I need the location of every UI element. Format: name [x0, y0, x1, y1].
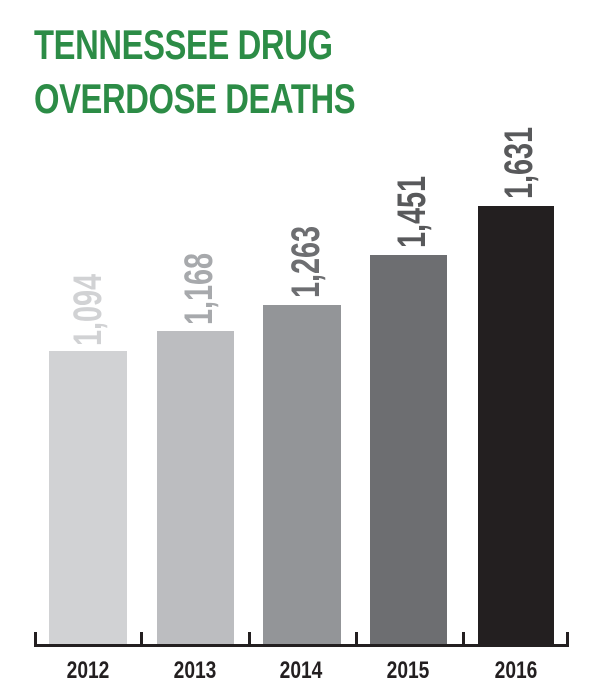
chart-title-line-1: TENNESSEE DRUG — [34, 21, 333, 68]
bar-2015 — [370, 255, 447, 645]
x-axis-tick — [355, 632, 358, 646]
x-axis-tick — [140, 632, 143, 646]
x-label-2013: 2013 — [173, 657, 217, 684]
bar-2016 — [478, 206, 554, 645]
x-label-2012: 2012 — [66, 657, 110, 684]
x-axis-tick — [248, 632, 251, 646]
value-label-2015: 1,451 — [390, 175, 434, 248]
x-axis-tick — [462, 632, 465, 646]
chart-title: TENNESSEE DRUG OVERDOSE DEATHS — [34, 18, 356, 126]
x-axis-tick — [566, 632, 569, 646]
value-label-2014: 1,263 — [284, 225, 328, 298]
bar-2014 — [263, 305, 341, 645]
bar-2012 — [49, 351, 127, 645]
value-label-2012: 1,094 — [66, 273, 110, 346]
chart-title-line-2: OVERDOSE DEATHS — [34, 75, 356, 122]
value-label-2013: 1,168 — [177, 252, 221, 325]
x-label-2016: 2016 — [494, 657, 538, 684]
x-label-2014: 2014 — [279, 657, 323, 684]
value-label-2016: 1,631 — [497, 126, 541, 199]
x-axis-tick — [34, 632, 37, 646]
x-axis-line — [34, 644, 569, 647]
x-label-2015: 2015 — [386, 657, 430, 684]
bar-2013 — [157, 331, 234, 645]
